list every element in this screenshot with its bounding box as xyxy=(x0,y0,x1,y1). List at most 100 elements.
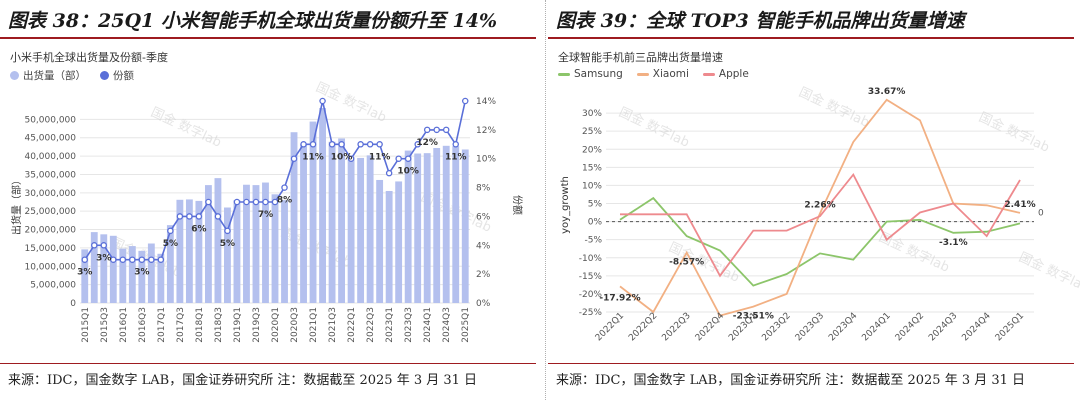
share-point xyxy=(262,198,269,206)
growth-data-label: 2.26% xyxy=(804,200,835,210)
bar xyxy=(224,207,231,303)
right-source-note: 来源：IDC，国金数字 LAB，国金证券研究所 注：数据截至 2025 年 3 … xyxy=(556,373,1026,388)
bar xyxy=(100,234,108,303)
right-chart-title: 全球智能手机前三品牌出货量增速 xyxy=(558,51,723,64)
x-tick-label: 2022Q3 xyxy=(366,307,376,343)
watermark-text: 国金 数字lab xyxy=(148,104,224,151)
bar xyxy=(176,199,184,303)
watermark-text: 国金 数字lab xyxy=(796,84,872,131)
share-point xyxy=(119,256,127,263)
share-point xyxy=(414,141,421,148)
x-tick-label: 2018Q1 xyxy=(195,307,205,343)
x-tick-label: 2021Q1 xyxy=(309,307,319,343)
x-tick-label: 2023Q1 xyxy=(385,307,395,343)
share-point xyxy=(338,141,345,148)
x-tick-label: 2025Q1 xyxy=(994,311,1026,343)
y-tick-label: 15% xyxy=(582,163,602,173)
y-tick-label: 20% xyxy=(582,145,602,155)
bar xyxy=(109,235,117,303)
bar xyxy=(385,190,393,303)
legend-item-share[interactable]: 份额 xyxy=(100,68,134,83)
y-tick-label: 20,000,000 xyxy=(24,226,76,236)
x-tick-label: 2020Q1 xyxy=(271,307,281,343)
share-point xyxy=(347,155,355,162)
bar xyxy=(214,178,222,303)
share-point xyxy=(205,198,212,206)
bar xyxy=(271,194,279,303)
legend-item-apple[interactable]: Apple xyxy=(702,68,749,80)
share-point xyxy=(252,198,260,206)
x-tick-label: 2023Q4 xyxy=(827,311,860,344)
bar xyxy=(81,249,89,303)
bar xyxy=(338,138,346,303)
bar xyxy=(461,149,469,303)
share-data-label: 11% xyxy=(302,152,324,162)
share-point xyxy=(233,198,241,206)
legend-item-xiaomi[interactable]: Xiaomi xyxy=(636,68,689,80)
y2-tick-label: 4% xyxy=(476,241,491,251)
right-chart-svg: -25% -20% -15% -10% -5% 0% 5% 10% 15% 20% 25% 30% 国金… xyxy=(560,84,1080,344)
left-footer-rule xyxy=(0,363,536,364)
watermark-text: 国金 数字lab xyxy=(1016,249,1080,296)
y-tick-label: 45,000,000 xyxy=(24,134,76,144)
y-axis-title: 出货量（部） xyxy=(10,175,23,235)
right-figure-panel: 图表 39：全球 TOP3 智能手机品牌出货量增速 全球智能手机前三品牌出货量增… xyxy=(548,0,1080,400)
x-tick-label: 2024Q2 xyxy=(894,311,926,343)
share-point xyxy=(404,155,412,162)
share-data-label: 11% xyxy=(369,152,391,162)
share-point xyxy=(129,256,136,263)
x-tick-label: 2025Q1 xyxy=(461,307,471,343)
share-point xyxy=(81,256,89,263)
share-point xyxy=(442,126,450,134)
x-tick-label: 2024Q1 xyxy=(860,311,892,343)
legend-item-shipments[interactable]: 出货量（部） xyxy=(10,68,86,83)
right-legend[interactable]: Samsung Xiaomi Apple xyxy=(558,68,749,80)
x-tick-label: 2018Q3 xyxy=(214,307,224,343)
share-point xyxy=(138,256,146,263)
share-data-label: 11% xyxy=(445,152,467,162)
bar xyxy=(195,200,203,303)
share-data-label: 10% xyxy=(331,152,353,162)
x-tick-label: 2022Q2 xyxy=(627,311,659,343)
share-point xyxy=(186,213,193,220)
bar xyxy=(395,181,403,303)
x-tick-label: 2024Q3 xyxy=(442,307,452,343)
bar xyxy=(366,155,374,303)
x-tick-label: 2015Q3 xyxy=(100,307,110,343)
series-line-apple xyxy=(620,172,1021,278)
bar xyxy=(185,199,193,303)
x-tick-label: 2019Q3 xyxy=(252,307,262,343)
left-title-rule xyxy=(0,37,536,39)
bar xyxy=(166,225,174,303)
left-chart-svg: 0 5,000,000 10,000,000 15,000,000 20,000,000… xyxy=(10,79,524,343)
share-data-label: 7% xyxy=(258,210,273,220)
legend-item-samsung[interactable]: Samsung xyxy=(558,68,623,80)
left-legend[interactable]: 出货量（部） 份额 xyxy=(10,68,134,83)
share-point xyxy=(91,242,98,249)
share-point xyxy=(243,198,250,206)
y2-tick-label: 14% xyxy=(476,97,496,107)
x-tick-label: 2024Q1 xyxy=(423,307,433,343)
y-tick-label: 15,000,000 xyxy=(24,244,76,254)
y2-tick-label: 10% xyxy=(476,155,496,165)
x-tick-label: 2021Q3 xyxy=(328,307,338,343)
share-point xyxy=(281,184,288,191)
y-tick-label: 25% xyxy=(582,127,602,137)
bar xyxy=(414,153,422,303)
x-tick-label: 2024Q4 xyxy=(960,311,993,344)
share-point xyxy=(357,141,364,148)
growth-data-label: 2.41% xyxy=(1004,200,1035,210)
share-point xyxy=(214,213,222,220)
x-tick-label: 2023Q3 xyxy=(794,311,826,343)
bar xyxy=(357,157,365,303)
y-tick-label: -5% xyxy=(584,236,602,246)
y2-axis-title: 份额 xyxy=(511,195,524,215)
legend-swatch-shipments xyxy=(10,71,19,80)
legend-label-apple: Apple xyxy=(718,68,749,80)
legend-label-xiaomi: Xiaomi xyxy=(652,68,689,80)
growth-data-label: -3.1% xyxy=(939,238,968,248)
share-point xyxy=(300,141,307,148)
bar xyxy=(376,179,384,303)
share-point xyxy=(110,256,117,263)
share-point xyxy=(271,198,279,206)
